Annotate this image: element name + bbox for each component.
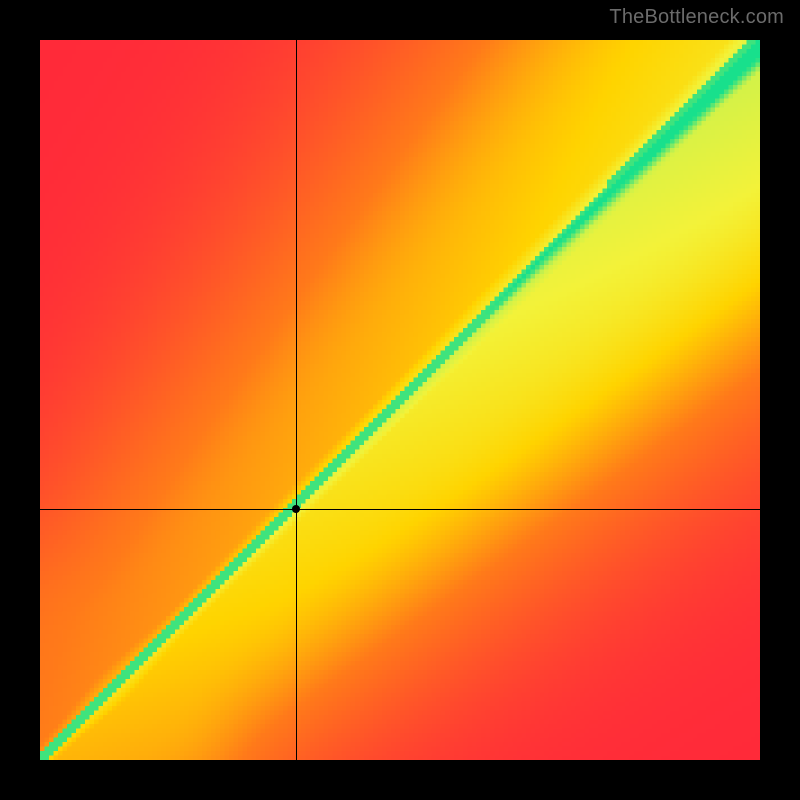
crosshair-horizontal	[40, 509, 760, 510]
heatmap-plot	[40, 40, 760, 760]
crosshair-marker	[292, 505, 300, 513]
crosshair-vertical	[296, 40, 297, 760]
heatmap-canvas	[40, 40, 760, 760]
watermark-text: TheBottleneck.com	[609, 6, 784, 29]
